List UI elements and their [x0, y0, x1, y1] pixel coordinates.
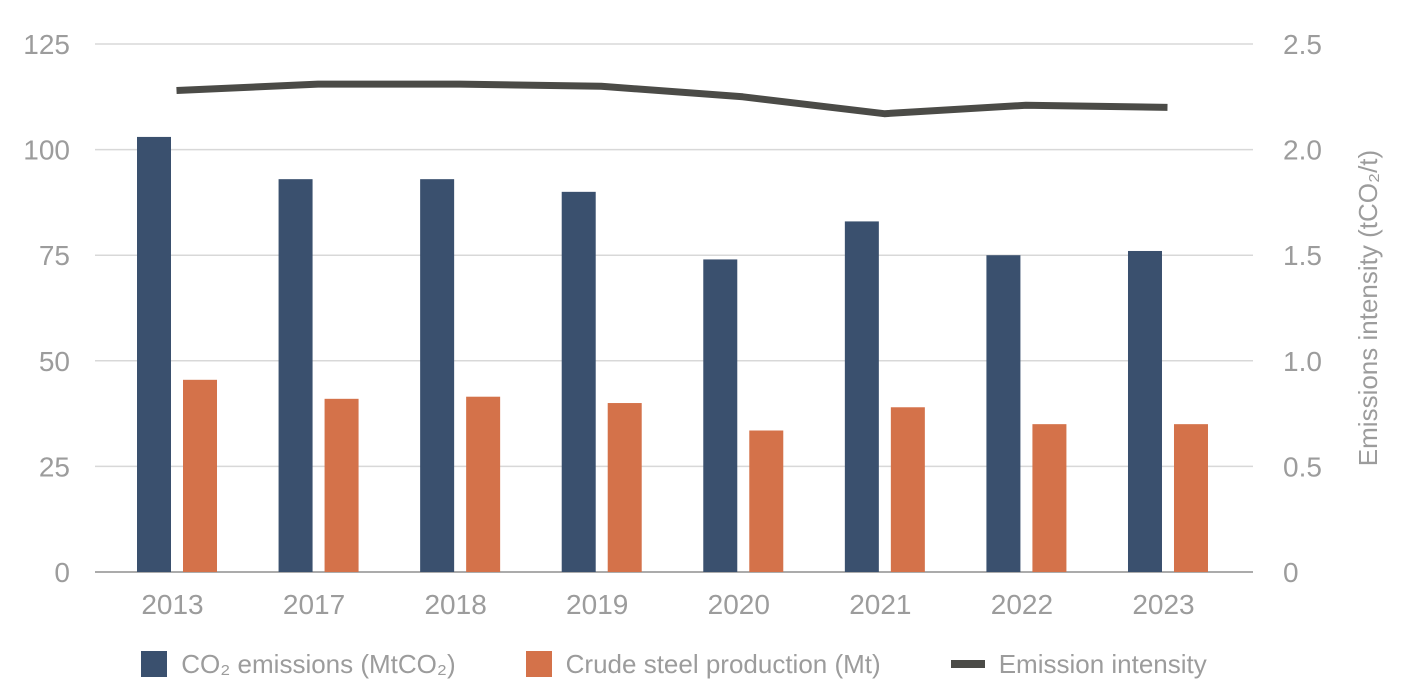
right-axis-tick-label: 0.5	[1283, 451, 1322, 482]
left-axis-tick-label: 50	[39, 346, 70, 377]
bar-crude-steel-production-2019	[607, 403, 642, 572]
emission-intensity-legend-label: Emission intensity	[998, 648, 1207, 679]
bar-co2-emissions-2019	[561, 191, 596, 572]
right-axis-tick-label: 0	[1283, 557, 1299, 588]
bar-co2-emissions-2013	[137, 136, 171, 573]
bar-co2-emissions-2022	[986, 255, 1021, 572]
co2-emissions-legend-label: CO₂ emissions (MtCO₂)	[181, 648, 456, 679]
bar-co2-emissions-2020	[703, 259, 738, 572]
right-axis-tick-label: 1.0	[1283, 346, 1322, 377]
left-axis-tick-label: 25	[39, 451, 70, 482]
x-axis-label-2019: 2019	[566, 589, 628, 620]
right-axis-tick-label: 2.0	[1283, 135, 1322, 166]
bar-crude-steel-production-2013	[183, 379, 217, 572]
right-axis-title: Emissions intensity (tCO₂/t)	[1353, 150, 1383, 466]
legend-item-emission-intensity: Emission intensity	[950, 648, 1207, 680]
right-axis-tick-label: 1.5	[1283, 240, 1322, 271]
bar-co2-emissions-2018	[420, 179, 455, 572]
left-axis-tick-label: 100	[23, 135, 70, 166]
bar-crude-steel-production-2023	[1173, 424, 1208, 572]
legend-item-crude-steel-production: Crude steel production (Mt)	[525, 648, 881, 680]
x-axis-label-2021: 2021	[849, 589, 911, 620]
bar-crude-steel-production-2017	[324, 398, 359, 572]
bar-co2-emissions-2023	[1127, 250, 1162, 572]
legend-item-co2-emissions: CO₂ emissions (MtCO₂)	[141, 648, 456, 680]
bar-co2-emissions-2021	[844, 221, 879, 572]
legend: CO₂ emissions (MtCO₂) Crude steel produc…	[95, 644, 1253, 684]
x-axis-label-2017: 2017	[283, 589, 345, 620]
bar-crude-steel-production-2021	[890, 407, 925, 572]
bar-crude-steel-production-2018	[466, 396, 501, 572]
x-axis-label-2013: 2013	[141, 589, 203, 620]
left-axis-tick-label: 0	[54, 557, 70, 588]
co2-emissions-swatch-icon	[141, 651, 168, 677]
emission-intensity-line-swatch-icon	[950, 660, 985, 668]
x-axis-label-2020: 2020	[708, 589, 770, 620]
bar-crude-steel-production-2022	[1032, 424, 1067, 572]
bar-crude-steel-production-2020	[749, 430, 784, 572]
chart-plot-area: 0 0 25 0.5 50 1.0 75 1.5 100 2.0 125 2.5 2013 2017 201…	[23, 29, 1383, 620]
x-axis-label-2023: 2023	[1132, 589, 1194, 620]
x-axis-label-2022: 2022	[991, 589, 1053, 620]
bar-co2-emissions-2017	[278, 179, 313, 572]
left-axis-tick-label: 125	[23, 29, 70, 60]
x-axis-label-2018: 2018	[424, 589, 486, 620]
right-axis-tick-label: 2.5	[1283, 29, 1322, 60]
crude-steel-swatch-icon	[525, 651, 552, 677]
left-axis-tick-label: 75	[39, 240, 70, 271]
crude-steel-legend-label: Crude steel production (Mt)	[565, 648, 881, 679]
emission-intensity-line	[176, 80, 1168, 118]
